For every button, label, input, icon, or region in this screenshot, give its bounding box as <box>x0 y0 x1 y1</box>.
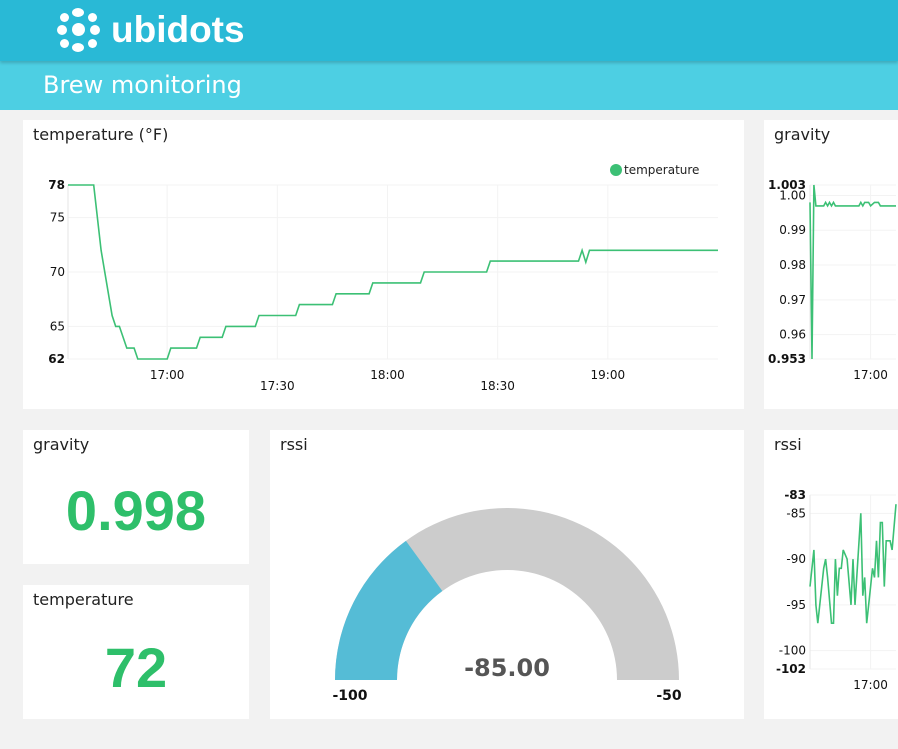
temperature-chart-widget[interactable]: temperature (°F) 78 75 70 65 62 17:00 17:30 18:… <box>23 120 744 409</box>
legend-label: temperature <box>624 163 699 177</box>
widget-title: temperature <box>33 590 134 609</box>
logo-dots-icon <box>57 8 101 52</box>
y-tick-label: 0.98 <box>779 258 806 272</box>
gravity-value-widget[interactable]: gravity 0.998 <box>23 430 249 564</box>
y-tick-label: -85 <box>786 506 806 520</box>
y-tick-label: -102 <box>776 662 806 676</box>
widget-title: gravity <box>774 125 831 144</box>
x-tick-label: 18:00 <box>370 368 405 382</box>
gravity-value: 0.998 <box>65 479 207 542</box>
y-tick-label: -90 <box>786 552 806 566</box>
logo-text: ubidots <box>111 9 245 50</box>
dashboard-header: Brew monitoring <box>0 61 898 110</box>
y-tick-label: 0.97 <box>779 293 806 307</box>
series-line-temperature <box>68 184 718 360</box>
gauge-value: -85.00 <box>464 654 550 682</box>
temperature-value-widget[interactable]: temperature 72 <box>23 585 249 719</box>
y-tick-label: 70 <box>50 265 65 279</box>
temperature-line-chart[interactable]: 78 75 70 65 62 17:00 17:30 18:00 18:30 19:00 tempe… <box>23 120 744 409</box>
rssi-line-chart[interactable]: -83 -85 -90 -95 -100 -102 17:00 <box>764 430 898 719</box>
y-tick-label: 75 <box>50 211 65 225</box>
y-tick-label: 62 <box>48 352 65 366</box>
x-tick-label: 18:30 <box>480 379 515 393</box>
y-tick-label: -95 <box>786 598 806 612</box>
x-tick-label: 17:00 <box>853 678 888 692</box>
gauge-fill <box>335 540 443 680</box>
series-line-data <box>809 504 897 624</box>
y-tick-label: 78 <box>48 178 65 192</box>
y-tick-label: 1.00 <box>779 188 806 202</box>
top-navbar: ubidots <box>0 0 898 61</box>
gauge-min-label: -100 <box>332 688 367 704</box>
y-tick-label: 1.003 <box>768 178 806 192</box>
rssi-chart-widget[interactable]: rssi -83 -85 -90 -95 -100 -102 17:00 <box>764 430 898 719</box>
ubidots-logo[interactable]: ubidots <box>57 8 245 52</box>
dashboard-title: Brew monitoring <box>43 71 242 99</box>
widget-title: rssi <box>280 435 308 454</box>
rssi-gauge-widget[interactable]: rssi -85.00 -100 -50 <box>270 430 744 719</box>
y-tick-label: 0.953 <box>768 352 806 366</box>
y-tick-label: -83 <box>784 488 806 502</box>
y-tick-label: 0.99 <box>779 223 806 237</box>
gauge-track <box>335 508 679 680</box>
y-tick-label: -100 <box>779 644 806 658</box>
widget-title: gravity <box>33 435 90 454</box>
series-line-data <box>809 184 896 360</box>
legend-swatch <box>610 164 622 176</box>
widget-title: rssi <box>774 435 802 454</box>
x-tick-label: 17:00 <box>853 368 888 382</box>
y-tick-label: 65 <box>50 319 65 333</box>
gauge-max-label: -50 <box>656 688 682 704</box>
temperature-value: 72 <box>104 636 168 699</box>
rssi-gauge: -85.00 -100 -50 <box>332 508 682 704</box>
x-tick-label: 19:00 <box>591 368 626 382</box>
x-tick-label: 17:30 <box>260 379 295 393</box>
widget-title: temperature (°F) <box>33 125 169 144</box>
y-tick-label: 0.96 <box>779 328 806 342</box>
gravity-chart-widget[interactable]: gravity 1.003 1.00 0.99 0.98 0.97 0.96 0.953 17… <box>764 120 898 409</box>
x-tick-label: 17:00 <box>150 368 185 382</box>
